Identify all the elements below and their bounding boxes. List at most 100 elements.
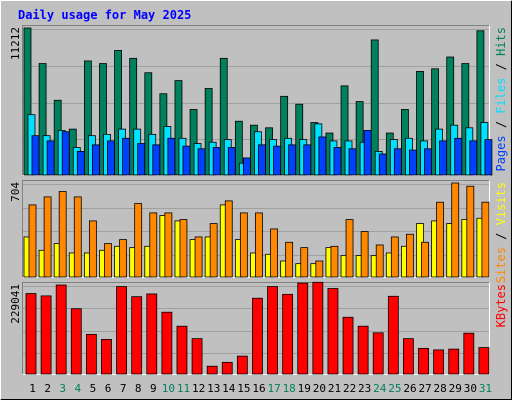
bar-kbytes [25, 293, 37, 375]
bar-sites [28, 204, 37, 278]
bar-pages [167, 137, 176, 176]
bar-kbytes [101, 339, 112, 375]
bar-hits [461, 63, 470, 176]
x-tick-label: 22 [343, 382, 356, 395]
bar-hits [83, 60, 92, 176]
bar-pages [182, 145, 191, 176]
panel-frame-light [22, 25, 490, 176]
bar-kbytes [418, 347, 429, 375]
bar-kbytes [116, 286, 127, 375]
bar-sites [466, 185, 475, 278]
bar-pages [242, 157, 251, 176]
x-tick-label: 3 [59, 382, 66, 395]
legend-item-pages: Pages [494, 135, 508, 171]
bar-sites [224, 200, 233, 278]
bar-sites [255, 212, 263, 278]
bar-sites [375, 244, 384, 278]
x-tick-label: 5 [90, 382, 97, 395]
bar-pages [91, 144, 100, 176]
bar-hits [431, 68, 440, 176]
bar-hits [446, 56, 455, 176]
chart-panels: 11212 Pages / Files / Hits 704 Sites / Visi… [9, 25, 508, 375]
x-tick-label: 7 [120, 382, 127, 395]
bar-pages [424, 148, 432, 176]
bar-kbytes [252, 297, 263, 375]
bar-pages [76, 151, 85, 176]
bar-hits [340, 85, 349, 176]
legend-text: Pages / Files / Hits [494, 27, 508, 172]
x-tick-label: 19 [298, 382, 311, 395]
legend-label: Pages / Files / Hits [494, 27, 508, 172]
x-tick-label: 27 [418, 382, 431, 395]
bar-pages [212, 147, 221, 176]
legend-separator: / [494, 225, 508, 247]
bar-hits [174, 80, 183, 176]
x-tick-label: 28 [434, 382, 447, 395]
bar-hits [189, 109, 198, 176]
bar-kbytes [327, 288, 339, 375]
bar-sites [149, 212, 158, 278]
bar-pages [409, 149, 417, 176]
bar-hits [416, 71, 424, 176]
bar-sites [194, 236, 203, 278]
bar-kbytes [161, 311, 173, 375]
legend-label: KBytes [494, 284, 508, 327]
bar-kbytes [478, 347, 490, 375]
bar-sites [345, 219, 354, 278]
bar-sites [164, 212, 173, 278]
bar-pages [378, 153, 387, 176]
bar-pages [197, 148, 206, 176]
x-tick-label: 13 [207, 382, 220, 395]
x-tick-label: 14 [222, 382, 236, 395]
legend-item-sites: Sites [494, 247, 508, 283]
legend-label: Sites / Visits [494, 182, 508, 283]
x-tick-label: 29 [449, 382, 462, 395]
y-max-label: 704 [9, 182, 22, 202]
x-tick-label: 18 [283, 382, 296, 395]
x-tick-label: 16 [252, 382, 265, 395]
bar-kbytes [433, 349, 445, 375]
bar-pages [258, 144, 266, 176]
bar-sites [119, 239, 127, 278]
bar-sites [406, 233, 414, 278]
bar-hits [23, 27, 32, 176]
y-max-label: 229041 [9, 284, 22, 324]
bar-pages [122, 137, 130, 176]
x-tick-label: 4 [75, 382, 82, 395]
bar-kbytes [236, 355, 248, 375]
bar-sites [436, 201, 445, 278]
legend-item-visits: Visits [494, 182, 508, 225]
bar-pages [152, 144, 161, 176]
bar-kbytes [463, 332, 475, 375]
bar-sites [300, 247, 309, 278]
bar-kbytes [221, 361, 233, 375]
panel-frame-dark [22, 282, 490, 375]
panel-frame-dark [22, 180, 490, 278]
bar-kbytes [342, 316, 354, 375]
x-tick-label: 20 [313, 382, 326, 395]
y-max-label: 11212 [9, 27, 22, 60]
x-tick-label: 2 [44, 382, 51, 395]
bar-hits [99, 63, 107, 176]
bar-sites [315, 260, 324, 278]
bar-kbytes [85, 333, 97, 375]
bar-sites [209, 223, 218, 278]
bar-kbytes [146, 293, 158, 375]
bar-pages [348, 148, 357, 176]
bar-kbytes [403, 338, 414, 375]
bar-pages [227, 147, 236, 176]
bar-pages [107, 140, 115, 176]
x-tick-label: 25 [388, 382, 401, 395]
x-tick-label: 24 [373, 382, 387, 395]
x-tick-label: 8 [135, 382, 142, 395]
bar-sites [285, 241, 294, 278]
x-tick-label: 11 [177, 382, 190, 395]
bar-kbytes [282, 293, 294, 375]
bar-sites [179, 219, 188, 278]
bar-pages [61, 131, 70, 176]
bar-hits [219, 57, 228, 176]
bar-sites [73, 196, 82, 278]
x-tick-label: 23 [358, 382, 371, 395]
